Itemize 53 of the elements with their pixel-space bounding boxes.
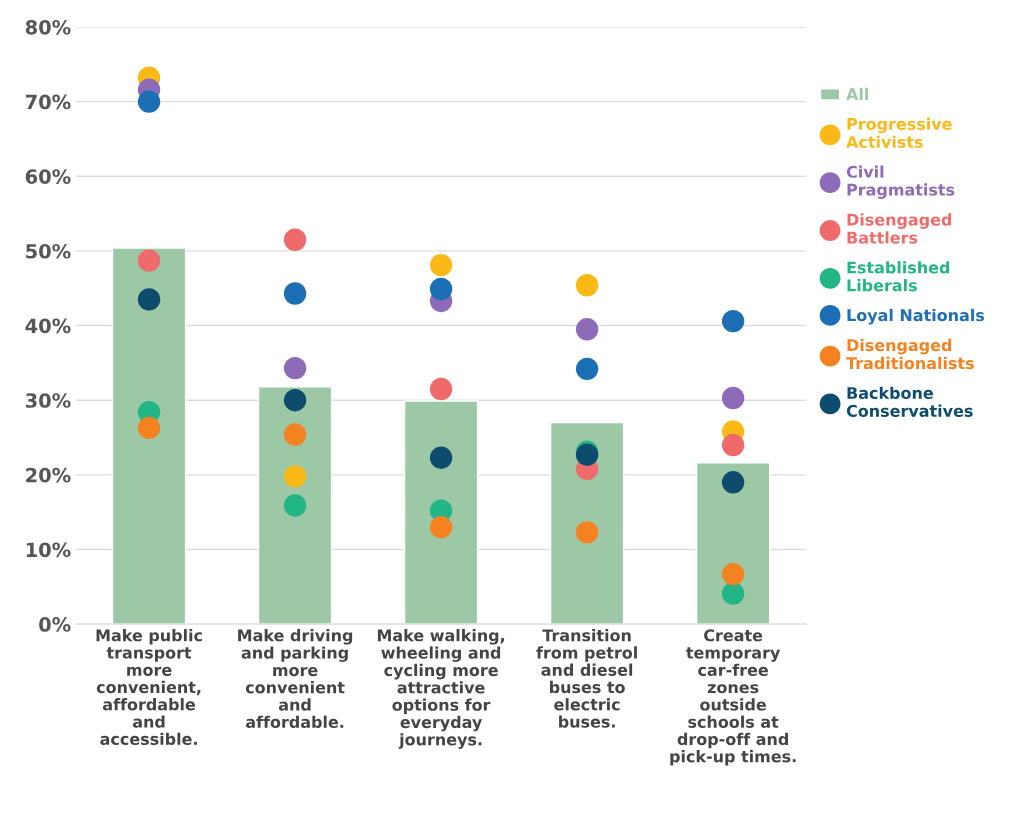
legend-label: Disengaged Battlers — [847, 213, 952, 244]
point — [283, 465, 307, 488]
legend-label: Loyal Nationals — [847, 308, 985, 325]
point — [429, 253, 453, 277]
point — [721, 309, 745, 333]
point — [137, 90, 161, 113]
point — [283, 423, 307, 446]
point — [575, 274, 599, 297]
bar — [695, 462, 771, 625]
point — [721, 386, 745, 410]
x-tick-label: Create temporary car-free zones outside schools at drop-off and pick-up times. — [670, 629, 796, 766]
point — [283, 389, 307, 412]
legend-label: Civil Pragmatists — [846, 165, 955, 199]
y-tick-label: 60% — [25, 169, 71, 184]
point — [721, 471, 745, 494]
point — [575, 521, 599, 544]
legend-label: Disengaged Traditionalists — [846, 338, 974, 370]
legend-label: All — [846, 87, 869, 100]
point — [575, 318, 599, 341]
point — [575, 357, 599, 381]
point — [429, 446, 453, 469]
legend-label: Progressive Activists — [846, 117, 952, 148]
y-tick-label: 0% — [39, 617, 71, 632]
point — [429, 277, 453, 301]
point — [137, 416, 161, 440]
x-tick-label: Transition from petrol and diesel buses to electric buses. — [536, 629, 637, 728]
legend-label: Backbone Conservatives — [846, 386, 973, 417]
y-tick-label: 20% — [26, 467, 71, 483]
bar — [403, 400, 479, 625]
x-tick-label: Make driving and parking more convenient and affordable. — [238, 629, 353, 728]
y-tick-label: 10% — [26, 542, 71, 558]
point — [429, 377, 453, 401]
y-tick-label: 70% — [25, 94, 71, 110]
point — [137, 288, 161, 311]
y-tick-label: 30% — [25, 393, 71, 408]
point — [721, 433, 745, 457]
point — [283, 282, 307, 305]
legend-label: Established Liberals — [847, 261, 950, 292]
point — [721, 562, 745, 586]
x-tick-label: Make walking, wheeling and cycling more attractive options for everyday journeys. — [377, 629, 505, 749]
x-tick-label: Make public transport more convenient, affordable and accessible. — [96, 629, 202, 746]
bar — [111, 247, 187, 625]
y-tick-label: 80% — [25, 19, 71, 35]
y-tick-label: 40% — [25, 318, 71, 334]
point — [283, 228, 307, 251]
point — [721, 582, 745, 605]
bar — [549, 421, 625, 625]
point — [429, 515, 453, 539]
point — [283, 356, 307, 380]
y-tick-label: 50% — [26, 243, 71, 259]
bar — [257, 386, 333, 625]
point — [283, 494, 307, 517]
point — [137, 249, 161, 272]
